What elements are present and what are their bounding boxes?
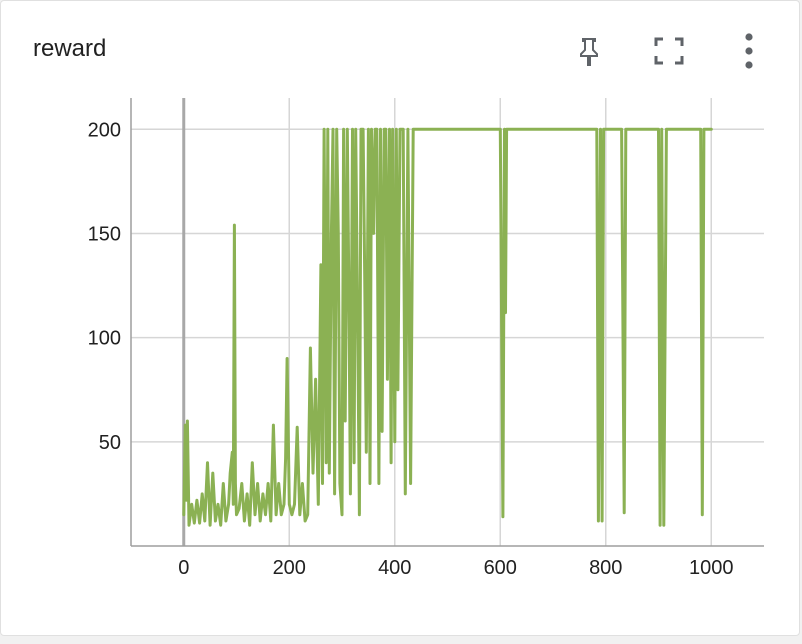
x-tick-label: 400	[378, 557, 411, 579]
pin-button[interactable]	[569, 31, 609, 71]
y-tick-label: 200	[88, 119, 121, 141]
plot-frame	[131, 98, 764, 546]
y-tick-label: 150	[88, 223, 121, 245]
fullscreen-icon	[654, 37, 684, 65]
chart-axes	[130, 98, 764, 547]
x-tick-label: 800	[589, 557, 622, 579]
chart-title: reward	[33, 35, 107, 62]
more-options-button[interactable]	[729, 31, 769, 71]
y-tick-label: 50	[99, 432, 121, 454]
x-tick-label: 0	[178, 557, 189, 579]
fullscreen-button[interactable]	[649, 31, 689, 71]
x-tick-label: 1000	[689, 557, 734, 579]
x-tick-label: 200	[273, 557, 306, 579]
chart-tick-labels: 0 200 400 600 800 1000 50 100 150 200	[88, 119, 734, 579]
more-vert-icon	[745, 33, 753, 69]
x-tick-label: 600	[484, 557, 517, 579]
card-toolbar	[569, 31, 769, 71]
reward-series-line	[182, 127, 713, 527]
pin-icon	[580, 38, 598, 66]
chart-series	[182, 127, 713, 527]
y-tick-label: 100	[88, 328, 121, 350]
